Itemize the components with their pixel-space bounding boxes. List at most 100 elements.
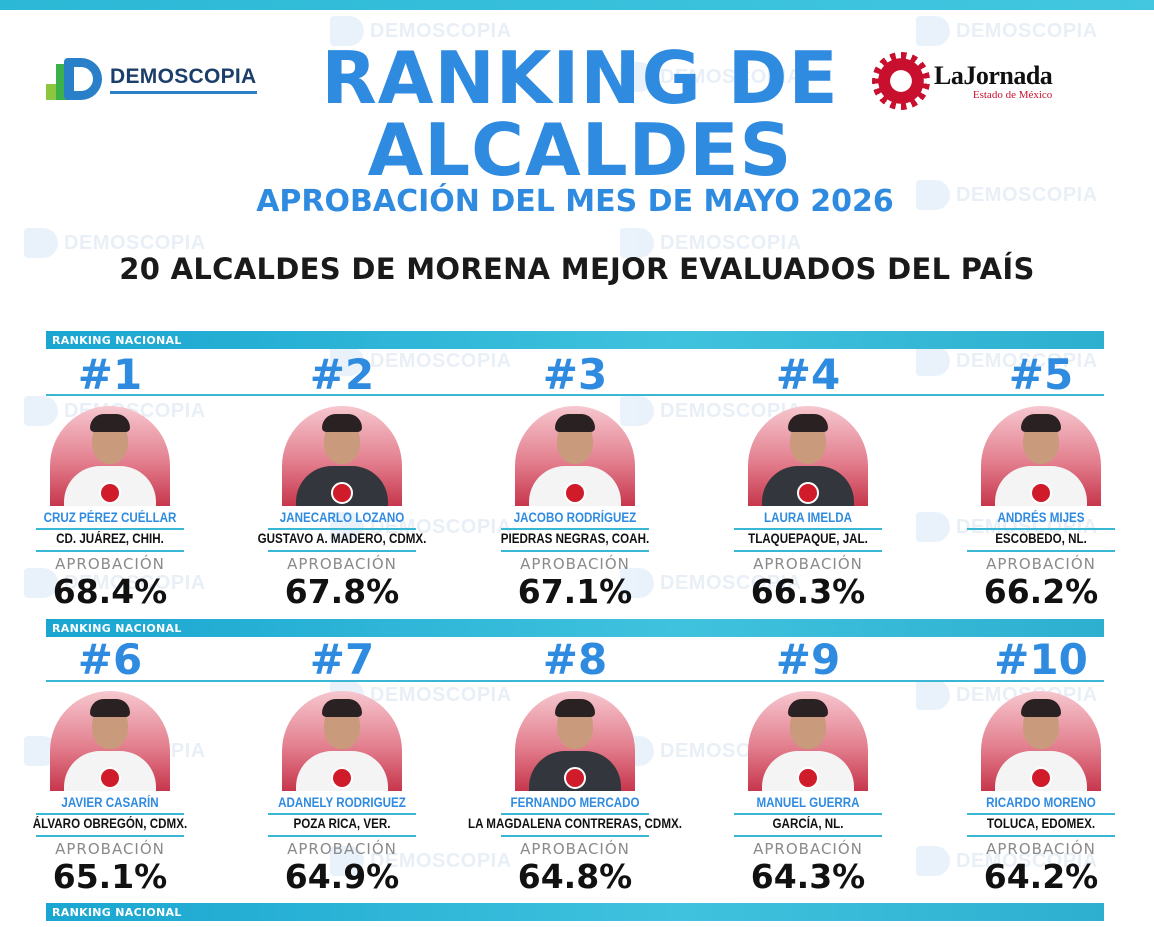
approval-label: APROBACIÓN (753, 555, 863, 573)
morena-pin-icon (797, 482, 819, 504)
mayor-photo (981, 406, 1101, 506)
rank-number: #4 (775, 350, 841, 399)
mayor-photo (282, 691, 402, 791)
divider (46, 680, 1104, 682)
mayor-photo (981, 691, 1101, 791)
ranking-bar: RANKING NACIONAL (46, 619, 1104, 637)
la-jornada-logo-sub: Estado de México (972, 89, 1053, 101)
mayor-municipality: ÁLVARO OBREGÓN, CDMX. (32, 816, 188, 831)
mayor-card: #10 RICARDO MORENO TOLUCA, EDOMEX. APROB… (931, 635, 1151, 896)
rank-number: #3 (542, 350, 608, 399)
approval-label: APROBACIÓN (55, 555, 165, 573)
mayor-photo (748, 406, 868, 506)
morena-pin-icon (1030, 482, 1052, 504)
mayor-municipality: ESCOBEDO, NL. (995, 531, 1087, 546)
mayor-card: #8 FERNANDO MERCADO LA MAGDALENA CONTRER… (465, 635, 685, 896)
approval-value: 64.8% (517, 857, 633, 896)
mayor-name: FERNANDO MERCADO (510, 795, 640, 810)
approval-label: APROBACIÓN (287, 555, 397, 573)
mayor-card: #5 ANDRÉS MIJES ESCOBEDO, NL. APROBACIÓN… (931, 350, 1151, 611)
rank-number: #1 (77, 350, 143, 399)
top-stripe (0, 0, 1154, 10)
mayor-card: #6 JAVIER CASARÍN ÁLVARO OBREGÓN, CDMX. … (0, 635, 220, 896)
approval-label: APROBACIÓN (753, 840, 863, 858)
approval-value: 64.9% (284, 857, 400, 896)
mayor-name: JAVIER CASARÍN (61, 795, 159, 810)
ranking-bar: RANKING NACIONAL (46, 331, 1104, 349)
mayor-municipality: POZA RICA, VER. (293, 816, 391, 831)
page-title-line1: RANKING DE (321, 36, 839, 120)
demoscopia-d-icon (46, 56, 104, 102)
morena-pin-icon (564, 767, 586, 789)
sun-emblem-icon (872, 52, 930, 110)
mayor-photo (515, 691, 635, 791)
mayor-name: RICARDO MORENO (986, 795, 1096, 810)
mayor-card: #3 JACOBO RODRÍGUEZ PIEDRAS NEGRAS, COAH… (465, 350, 685, 611)
rank-number: #5 (1008, 350, 1074, 399)
mayor-card: #1 CRUZ PÉREZ CUÉLLAR CD. JUÁREZ, CHIH. … (0, 350, 220, 611)
mayor-municipality: TOLUCA, EDOMEX. (986, 816, 1096, 831)
approval-label: APROBACIÓN (55, 840, 165, 858)
page-subtitle: APROBACIÓN DEL MES DE MAYO 2026 (256, 184, 894, 219)
rank-number: #6 (77, 635, 143, 684)
mayor-card: #4 LAURA IMELDA TLAQUEPAQUE, JAL. APROBA… (698, 350, 918, 611)
morena-pin-icon (797, 767, 819, 789)
mayor-name: JANECARLO LOZANO (279, 510, 405, 525)
mayor-photo (50, 691, 170, 791)
approval-value: 66.3% (750, 572, 866, 611)
ranking-bar-label: RANKING NACIONAL (52, 622, 182, 635)
approval-label: APROBACIÓN (986, 840, 1096, 858)
mayor-name: ANDRÉS MIJES (997, 510, 1085, 525)
rank-number: #8 (542, 635, 608, 684)
mayor-photo (515, 406, 635, 506)
approval-value: 67.1% (517, 572, 633, 611)
section-heading: 20 ALCALDES DE MORENA MEJOR EVALUADOS DE… (119, 252, 1035, 286)
ranking-bar: RANKING NACIONAL (46, 903, 1104, 921)
rank-number: #2 (309, 350, 375, 399)
mayor-municipality: CD. JUÁREZ, CHIH. (56, 531, 164, 546)
approval-label: APROBACIÓN (287, 840, 397, 858)
mayor-name: CRUZ PÉREZ CUÉLLAR (43, 510, 177, 525)
morena-pin-icon (564, 482, 586, 504)
la-jornada-logo: LaJornada Estado de México (872, 52, 1053, 110)
morena-pin-icon (1030, 767, 1052, 789)
demoscopia-logo-text: DEMOSCOPIA (110, 65, 257, 94)
rank-number: #9 (775, 635, 841, 684)
mayor-photo (282, 406, 402, 506)
mayor-municipality: PIEDRAS NEGRAS, COAH. (500, 531, 650, 546)
approval-value: 64.3% (750, 857, 866, 896)
approval-value: 66.2% (983, 572, 1099, 611)
mayor-municipality: GUSTAVO A. MADERO, CDMX. (257, 531, 427, 546)
mayor-name: JACOBO RODRÍGUEZ (513, 510, 637, 525)
mayor-card: #7 ADANELY RODRIGUEZ POZA RICA, VER. APR… (232, 635, 452, 896)
la-jornada-logo-name: LaJornada (934, 61, 1053, 90)
approval-value: 67.8% (284, 572, 400, 611)
approval-label: APROBACIÓN (520, 555, 630, 573)
mayor-photo (50, 406, 170, 506)
rank-number: #10 (994, 635, 1088, 684)
page-title-line2: ALCALDES (367, 108, 793, 192)
mayor-municipality: GARCÍA, NL. (772, 816, 844, 831)
mayor-photo (748, 691, 868, 791)
ranking-bar-label: RANKING NACIONAL (52, 906, 182, 919)
morena-pin-icon (331, 767, 353, 789)
approval-label: APROBACIÓN (986, 555, 1096, 573)
mayor-name: ADANELY RODRIGUEZ (278, 795, 406, 810)
approval-value: 68.4% (52, 572, 168, 611)
mayor-municipality: LA MAGDALENA CONTRERAS, CDMX. (468, 816, 682, 831)
morena-pin-icon (331, 482, 353, 504)
demoscopia-logo: DEMOSCOPIA (46, 56, 257, 102)
mayor-name: LAURA IMELDA (764, 510, 852, 525)
divider (46, 394, 1104, 396)
morena-pin-icon (99, 767, 121, 789)
approval-value: 65.1% (52, 857, 168, 896)
ranking-bar-label: RANKING NACIONAL (52, 334, 182, 347)
mayor-name: MANUEL GUERRA (756, 795, 860, 810)
rank-number: #7 (309, 635, 375, 684)
mayor-card: #9 MANUEL GUERRA GARCÍA, NL. APROBACIÓN … (698, 635, 918, 896)
approval-value: 64.2% (983, 857, 1099, 896)
watermark-logo: DEMOSCOPIA (916, 16, 1098, 46)
mayor-card: #2 JANECARLO LOZANO GUSTAVO A. MADERO, C… (232, 350, 452, 611)
approval-label: APROBACIÓN (520, 840, 630, 858)
mayor-municipality: TLAQUEPAQUE, JAL. (748, 531, 868, 546)
